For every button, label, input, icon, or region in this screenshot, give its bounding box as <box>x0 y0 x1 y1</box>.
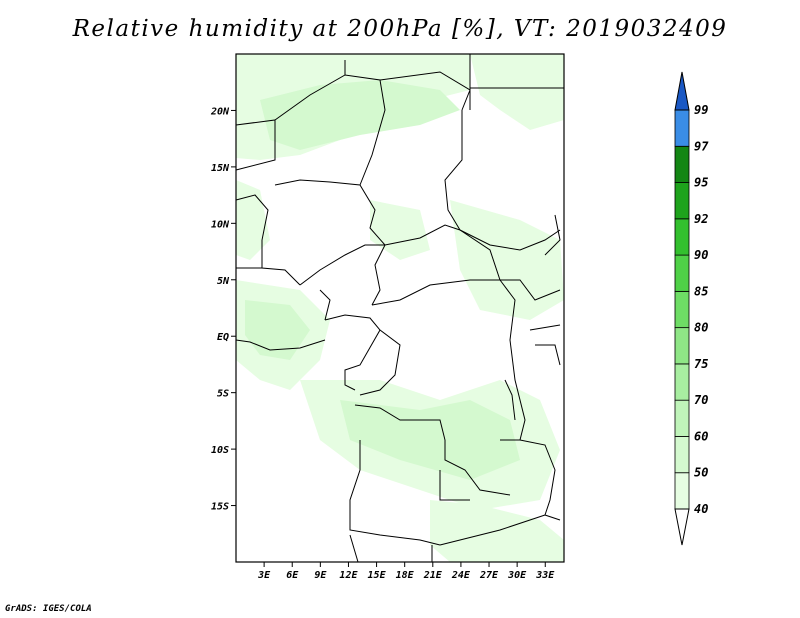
lat-tick-label: 5N <box>217 276 230 287</box>
lat-tick-label: 5S <box>217 389 229 400</box>
colorbar: 40 50 60 70 75 80 85 90 92 95 97 99 <box>674 71 709 546</box>
border-line <box>371 279 500 306</box>
colorbar-box <box>674 290 690 329</box>
colorbar-label: 40 <box>694 502 708 516</box>
lat-tick-label: 20N <box>210 106 230 117</box>
lat-tick-label: EQ <box>217 332 229 343</box>
border-line <box>544 214 561 256</box>
colorbar-box <box>674 363 690 401</box>
colorbar-label: 95 <box>694 176 708 190</box>
colorbar-upper-triangle <box>674 71 690 111</box>
shade-east-plateau <box>450 200 564 320</box>
border-line <box>235 194 301 286</box>
border-line <box>349 440 441 546</box>
colorbar-box <box>674 109 690 147</box>
border-line <box>235 339 326 351</box>
colorbar-box <box>674 436 690 474</box>
shade-central-west-core <box>245 300 310 360</box>
colorbar-box <box>674 182 690 220</box>
shade-south-core <box>340 400 520 480</box>
humidity-shading <box>236 54 564 562</box>
colorbar-label: 90 <box>694 248 708 262</box>
border-line <box>371 244 386 306</box>
colorbar-box <box>674 327 690 365</box>
border-line <box>299 224 461 286</box>
border-line <box>444 110 463 231</box>
lon-tick-label: 33E <box>535 570 555 581</box>
lon-tick-label: 27E <box>479 570 499 581</box>
colorbar-label: 50 <box>694 466 708 480</box>
border-line <box>354 404 511 496</box>
colorbar-lower-triangle <box>674 508 690 546</box>
colorbar-box <box>674 145 690 183</box>
shade-north-east <box>470 54 564 130</box>
border-line <box>529 324 561 331</box>
border-line <box>274 179 386 246</box>
colorbar-box <box>674 218 690 256</box>
grads-credit: GrADS: IGES/COLA <box>5 604 92 614</box>
border-line <box>459 229 561 251</box>
map-frame <box>235 53 565 563</box>
lat-tick-label: 15N <box>211 163 230 174</box>
border-line <box>324 314 381 391</box>
colorbar-label: 97 <box>694 139 709 153</box>
border-line <box>379 71 471 111</box>
border-line <box>349 534 359 563</box>
colorbar-label: 75 <box>694 357 708 371</box>
border-line <box>235 119 276 171</box>
lat-axis: 20N 15N 10N 5N EQ 5S 10S 15S <box>210 106 236 513</box>
colorbar-label: 80 <box>694 321 708 335</box>
lon-tick-label: 18E <box>396 570 415 581</box>
colorbar-box <box>674 472 690 510</box>
colorbar-box <box>674 399 690 437</box>
border-line <box>504 379 516 421</box>
lon-tick-label: 30E <box>507 570 527 581</box>
lat-tick-label: 10S <box>211 445 229 456</box>
border-line <box>359 329 401 396</box>
lon-tick-label: 15E <box>368 570 387 581</box>
lon-tick-label: 6E <box>286 570 299 581</box>
colorbar-label: 92 <box>694 212 708 226</box>
map-title: Relative humidity at 200hPa [%], VT: 201… <box>72 16 728 42</box>
lon-tick-label: 12E <box>339 570 358 581</box>
lon-tick-label: 3E <box>257 570 271 581</box>
lon-tick-label: 9E <box>314 570 327 581</box>
colorbar-label: 85 <box>694 284 708 298</box>
colorbar-box <box>674 254 690 292</box>
border-line <box>439 470 470 501</box>
lon-tick-label: 24E <box>451 570 471 581</box>
border-line <box>319 289 331 321</box>
lat-tick-label: 15S <box>211 502 229 513</box>
border-line <box>535 344 561 366</box>
colorbar-label: 99 <box>694 103 708 117</box>
shade-north-core <box>260 80 460 150</box>
colorbar-label: 70 <box>694 393 708 407</box>
border-line <box>519 439 561 521</box>
border-line <box>459 229 561 301</box>
lat-tick-label: 10N <box>211 219 230 230</box>
lon-tick-label: 21E <box>423 570 443 581</box>
country-borders <box>235 54 564 563</box>
lon-axis: 3E 6E 9E 12E 15E 18E 21E 24E 27E 30E 33E <box>257 562 555 581</box>
colorbar-label: 60 <box>694 429 708 443</box>
border-line <box>439 514 546 546</box>
